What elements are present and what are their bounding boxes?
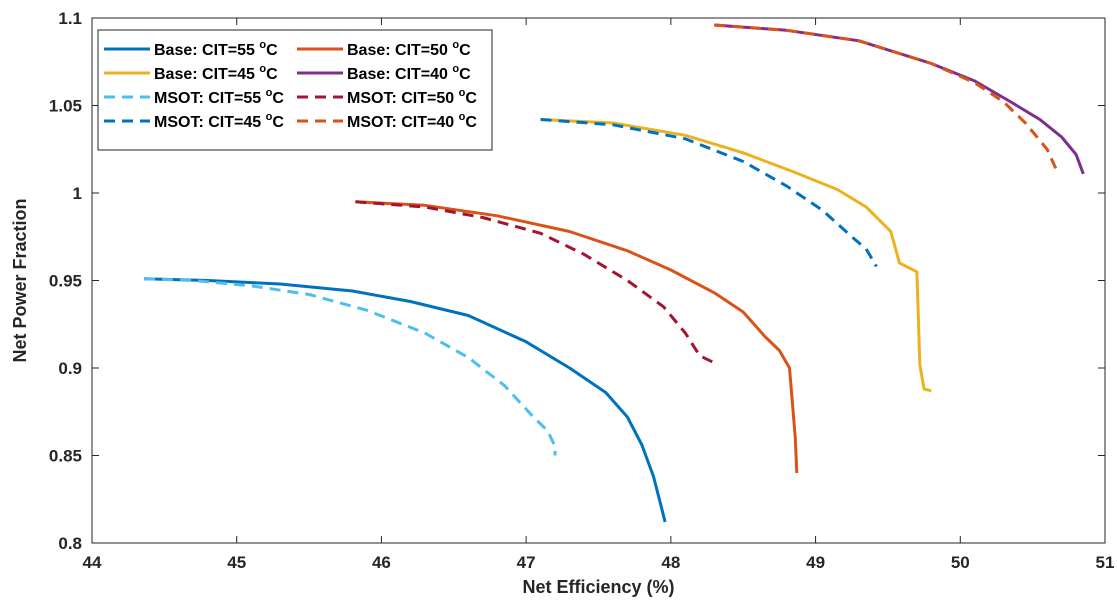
x-tick-label: 45 [227,553,246,572]
x-tick-label: 48 [661,553,680,572]
legend-label: MSOT: CIT=55 [154,90,266,107]
legend-box [97,29,493,151]
y-tick-label: 0.8 [58,534,82,553]
legend-unit: C [459,42,471,59]
legend-entry-6: MSOT: CIT=50 oC [347,87,477,107]
legend-label: Base: CIT=55 [154,42,259,59]
legend-label: MSOT: CIT=40 [347,114,459,131]
legend-degree-symbol: o [452,39,459,51]
legend-degree-symbol: o [259,39,266,51]
series-layer [144,23,1085,523]
legend-entry-5: MSOT: CIT=55 oC [154,87,284,107]
legend-unit: C [272,90,284,107]
legend-label: Base: CIT=40 [347,66,452,83]
x-tick-label: 47 [517,553,536,572]
legend-degree-symbol: o [459,87,466,99]
legend-unit: C [465,90,477,107]
x-tick-label: 46 [372,553,391,572]
legend-entry-7: MSOT: CIT=45 oC [154,111,284,131]
y-tick-label: 1.05 [49,97,82,116]
x-axis-label: Net Efficiency (%) [522,577,674,597]
y-axis-label: Net Power Fraction [10,198,30,362]
legend-label: MSOT: CIT=50 [347,90,459,107]
series-line-8 [714,23,1058,170]
series-line-2 [355,200,799,474]
legend-entry-1: Base: CIT=55 oC [154,39,278,59]
legend-label: Base: CIT=45 [154,66,259,83]
y-tick-label: 0.9 [58,359,82,378]
legend-degree-symbol: o [266,87,273,99]
series-line-6 [355,200,715,365]
legend-degree-symbol: o [452,63,459,75]
x-tick-label: 49 [806,553,825,572]
x-tick-label: 44 [83,553,102,572]
legend-degree-symbol: o [459,111,466,123]
series-line-7 [540,118,878,268]
y-tick-label: 0.85 [49,447,82,466]
legend-label: Base: CIT=50 [347,42,452,59]
y-tick-label: 0.95 [49,272,82,291]
legend-unit: C [266,66,278,83]
y-tick-label: 1.1 [58,9,82,28]
legend-degree-symbol: o [266,111,273,123]
series-line-3 [540,118,932,393]
y-tick-label: 1 [73,184,82,203]
series-line-5 [144,277,557,456]
legend-degree-symbol: o [259,63,266,75]
legend-entry-8: MSOT: CIT=40 oC [347,111,477,131]
axes-layer: 44 45 46 47 48 49 50 51 0.8 0.85 0.9 0.95 1 1.05 1.1 [49,9,1115,572]
legend-entry-3: Base: CIT=45 oC [154,63,278,83]
legend-entry-2: Base: CIT=50 oC [347,39,471,59]
legend-entry-4: Base: CIT=40 oC [347,63,471,83]
legend-label: MSOT: CIT=45 [154,114,266,131]
legend-unit: C [459,66,471,83]
legend-unit: C [272,114,284,131]
legend-unit: C [465,114,477,131]
x-tick-label: 50 [951,553,970,572]
series-line-1 [144,277,667,523]
legend-unit: C [266,42,278,59]
x-tick-label: 51 [1096,553,1115,572]
